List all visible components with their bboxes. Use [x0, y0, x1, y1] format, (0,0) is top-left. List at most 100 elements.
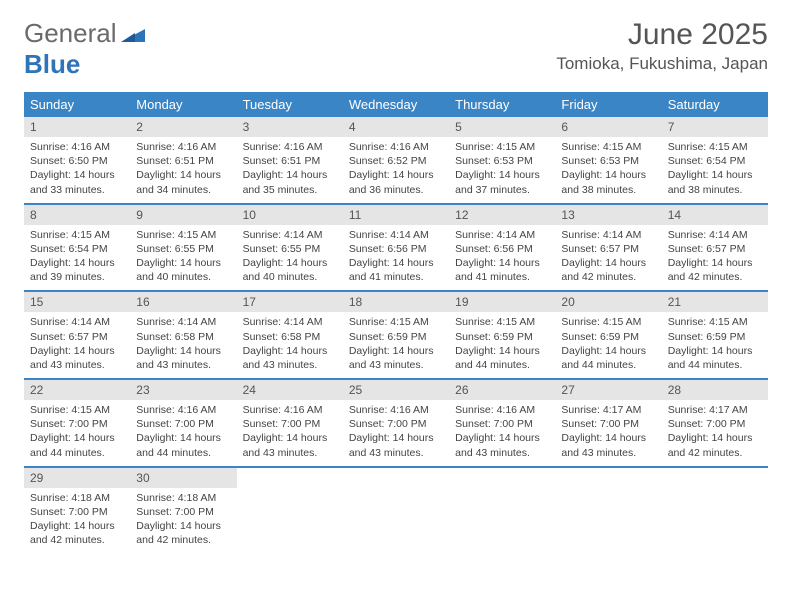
day-cell: 5Sunrise: 4:15 AMSunset: 6:53 PMDaylight… — [449, 117, 555, 203]
day-cell: 15Sunrise: 4:14 AMSunset: 6:57 PMDayligh… — [24, 292, 130, 378]
weekday-saturday: Saturday — [662, 92, 768, 117]
day-cell: . — [449, 468, 555, 554]
day-cell: 16Sunrise: 4:14 AMSunset: 6:58 PMDayligh… — [130, 292, 236, 378]
day-number: 3 — [237, 117, 343, 137]
day-cell: 24Sunrise: 4:16 AMSunset: 7:00 PMDayligh… — [237, 380, 343, 466]
day-number: 29 — [24, 468, 130, 488]
day-number: 20 — [555, 292, 661, 312]
weekday-thursday: Thursday — [449, 92, 555, 117]
day-info: Sunrise: 4:15 AMSunset: 6:54 PMDaylight:… — [662, 137, 768, 197]
week-row: 15Sunrise: 4:14 AMSunset: 6:57 PMDayligh… — [24, 292, 768, 380]
day-number: 11 — [343, 205, 449, 225]
day-number: 30 — [130, 468, 236, 488]
day-number: 4 — [343, 117, 449, 137]
day-cell: 11Sunrise: 4:14 AMSunset: 6:56 PMDayligh… — [343, 205, 449, 291]
location-text: Tomioka, Fukushima, Japan — [556, 54, 768, 74]
page-title: June 2025 — [556, 18, 768, 52]
day-info: Sunrise: 4:15 AMSunset: 6:59 PMDaylight:… — [555, 312, 661, 372]
day-number: 6 — [555, 117, 661, 137]
day-number: 22 — [24, 380, 130, 400]
day-number: 9 — [130, 205, 236, 225]
title-block: June 2025 Tomioka, Fukushima, Japan — [556, 18, 768, 74]
day-info: Sunrise: 4:17 AMSunset: 7:00 PMDaylight:… — [555, 400, 661, 460]
day-number: 26 — [449, 380, 555, 400]
day-cell: 25Sunrise: 4:16 AMSunset: 7:00 PMDayligh… — [343, 380, 449, 466]
day-cell: . — [237, 468, 343, 554]
day-number: 23 — [130, 380, 236, 400]
day-info: Sunrise: 4:15 AMSunset: 6:59 PMDaylight:… — [662, 312, 768, 372]
day-number: 1 — [24, 117, 130, 137]
day-cell: 12Sunrise: 4:14 AMSunset: 6:56 PMDayligh… — [449, 205, 555, 291]
day-info: Sunrise: 4:15 AMSunset: 6:59 PMDaylight:… — [343, 312, 449, 372]
day-number: 21 — [662, 292, 768, 312]
day-number: 14 — [662, 205, 768, 225]
day-cell: 4Sunrise: 4:16 AMSunset: 6:52 PMDaylight… — [343, 117, 449, 203]
day-cell: 6Sunrise: 4:15 AMSunset: 6:53 PMDaylight… — [555, 117, 661, 203]
day-info: Sunrise: 4:15 AMSunset: 6:53 PMDaylight:… — [555, 137, 661, 197]
week-row: 22Sunrise: 4:15 AMSunset: 7:00 PMDayligh… — [24, 380, 768, 468]
day-info: Sunrise: 4:14 AMSunset: 6:55 PMDaylight:… — [237, 225, 343, 285]
day-number: 28 — [662, 380, 768, 400]
calendar: SundayMondayTuesdayWednesdayThursdayFrid… — [24, 92, 768, 553]
day-info: Sunrise: 4:16 AMSunset: 7:00 PMDaylight:… — [130, 400, 236, 460]
day-info: Sunrise: 4:14 AMSunset: 6:56 PMDaylight:… — [343, 225, 449, 285]
weekday-tuesday: Tuesday — [237, 92, 343, 117]
day-cell: . — [555, 468, 661, 554]
logo-text-general: General — [24, 18, 117, 48]
day-info: Sunrise: 4:18 AMSunset: 7:00 PMDaylight:… — [24, 488, 130, 548]
day-info: Sunrise: 4:14 AMSunset: 6:57 PMDaylight:… — [555, 225, 661, 285]
weekday-monday: Monday — [130, 92, 236, 117]
day-number: 12 — [449, 205, 555, 225]
day-info: Sunrise: 4:16 AMSunset: 7:00 PMDaylight:… — [343, 400, 449, 460]
day-info: Sunrise: 4:15 AMSunset: 6:54 PMDaylight:… — [24, 225, 130, 285]
day-number: 5 — [449, 117, 555, 137]
day-number: 2 — [130, 117, 236, 137]
day-number: 24 — [237, 380, 343, 400]
day-cell: 27Sunrise: 4:17 AMSunset: 7:00 PMDayligh… — [555, 380, 661, 466]
day-cell: . — [343, 468, 449, 554]
day-number: 19 — [449, 292, 555, 312]
day-cell: 21Sunrise: 4:15 AMSunset: 6:59 PMDayligh… — [662, 292, 768, 378]
day-cell: 10Sunrise: 4:14 AMSunset: 6:55 PMDayligh… — [237, 205, 343, 291]
day-cell: 14Sunrise: 4:14 AMSunset: 6:57 PMDayligh… — [662, 205, 768, 291]
day-cell: 8Sunrise: 4:15 AMSunset: 6:54 PMDaylight… — [24, 205, 130, 291]
day-info: Sunrise: 4:14 AMSunset: 6:58 PMDaylight:… — [130, 312, 236, 372]
day-cell: 7Sunrise: 4:15 AMSunset: 6:54 PMDaylight… — [662, 117, 768, 203]
day-info: Sunrise: 4:17 AMSunset: 7:00 PMDaylight:… — [662, 400, 768, 460]
day-info: Sunrise: 4:16 AMSunset: 6:51 PMDaylight:… — [237, 137, 343, 197]
day-cell: 28Sunrise: 4:17 AMSunset: 7:00 PMDayligh… — [662, 380, 768, 466]
day-info: Sunrise: 4:18 AMSunset: 7:00 PMDaylight:… — [130, 488, 236, 548]
logo-text-blue: Blue — [24, 49, 80, 79]
day-info: Sunrise: 4:16 AMSunset: 7:00 PMDaylight:… — [237, 400, 343, 460]
day-number: 13 — [555, 205, 661, 225]
day-info: Sunrise: 4:14 AMSunset: 6:58 PMDaylight:… — [237, 312, 343, 372]
day-info: Sunrise: 4:14 AMSunset: 6:56 PMDaylight:… — [449, 225, 555, 285]
day-info: Sunrise: 4:16 AMSunset: 6:50 PMDaylight:… — [24, 137, 130, 197]
week-row: 1Sunrise: 4:16 AMSunset: 6:50 PMDaylight… — [24, 117, 768, 205]
day-info: Sunrise: 4:16 AMSunset: 6:51 PMDaylight:… — [130, 137, 236, 197]
day-cell: 17Sunrise: 4:14 AMSunset: 6:58 PMDayligh… — [237, 292, 343, 378]
weekday-sunday: Sunday — [24, 92, 130, 117]
day-cell: 29Sunrise: 4:18 AMSunset: 7:00 PMDayligh… — [24, 468, 130, 554]
day-number: 15 — [24, 292, 130, 312]
day-number: 7 — [662, 117, 768, 137]
weekday-friday: Friday — [555, 92, 661, 117]
day-cell: 26Sunrise: 4:16 AMSunset: 7:00 PMDayligh… — [449, 380, 555, 466]
header: GeneralBlue June 2025 Tomioka, Fukushima… — [0, 0, 792, 84]
day-cell: 22Sunrise: 4:15 AMSunset: 7:00 PMDayligh… — [24, 380, 130, 466]
day-info: Sunrise: 4:15 AMSunset: 6:59 PMDaylight:… — [449, 312, 555, 372]
day-cell: 30Sunrise: 4:18 AMSunset: 7:00 PMDayligh… — [130, 468, 236, 554]
day-info: Sunrise: 4:16 AMSunset: 6:52 PMDaylight:… — [343, 137, 449, 197]
day-cell: 1Sunrise: 4:16 AMSunset: 6:50 PMDaylight… — [24, 117, 130, 203]
day-number: 25 — [343, 380, 449, 400]
day-number: 18 — [343, 292, 449, 312]
day-number: 27 — [555, 380, 661, 400]
day-cell: 20Sunrise: 4:15 AMSunset: 6:59 PMDayligh… — [555, 292, 661, 378]
day-cell: 19Sunrise: 4:15 AMSunset: 6:59 PMDayligh… — [449, 292, 555, 378]
week-row: 29Sunrise: 4:18 AMSunset: 7:00 PMDayligh… — [24, 468, 768, 554]
day-cell: 13Sunrise: 4:14 AMSunset: 6:57 PMDayligh… — [555, 205, 661, 291]
day-number: 10 — [237, 205, 343, 225]
day-info: Sunrise: 4:15 AMSunset: 6:55 PMDaylight:… — [130, 225, 236, 285]
day-number: 8 — [24, 205, 130, 225]
day-number: 17 — [237, 292, 343, 312]
